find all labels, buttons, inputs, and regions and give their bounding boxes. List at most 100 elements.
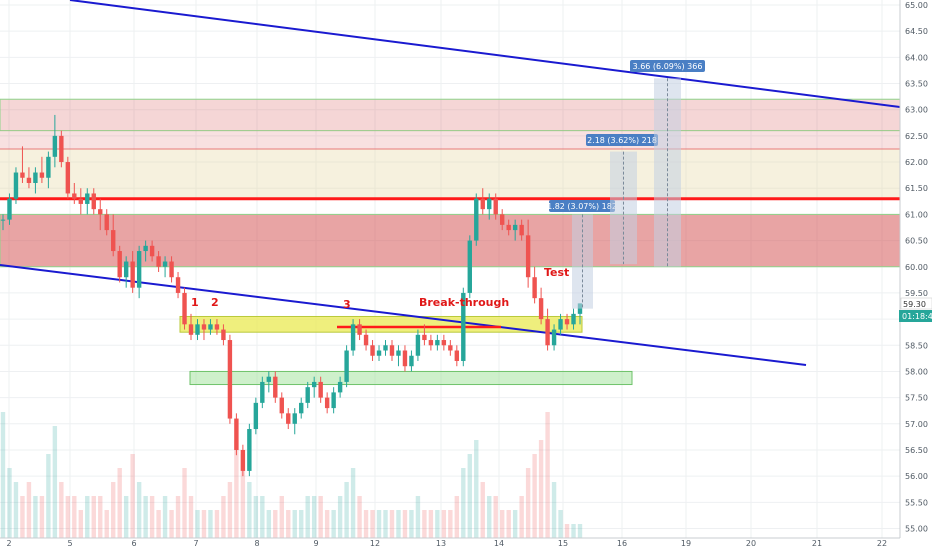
y-tick-label: 61.50	[905, 184, 928, 193]
candle-body	[72, 193, 77, 199]
volume-bar	[156, 510, 161, 538]
candle-body	[26, 177, 32, 183]
x-tick-label: 21	[812, 539, 822, 548]
y-tick-label: 64.00	[905, 53, 928, 62]
volume-bar	[98, 496, 103, 538]
x-tick-label: 8	[254, 539, 259, 548]
volume-bar	[389, 510, 395, 538]
measure-label-box	[586, 134, 658, 146]
candle-body	[376, 350, 382, 356]
volume-bar	[91, 496, 96, 538]
candle-body	[519, 224, 524, 236]
candle-body	[85, 193, 90, 204]
trendline-upper	[69, 0, 901, 108]
y-tick-label: 59.50	[905, 289, 928, 298]
volume-bar	[52, 426, 58, 538]
candle-body	[441, 340, 447, 346]
candle-body	[415, 334, 421, 356]
candle-body	[344, 350, 349, 382]
volume-bar	[65, 496, 71, 538]
volume-bar	[551, 482, 557, 538]
volume-bar	[143, 496, 148, 538]
candle-body	[525, 235, 531, 278]
y-tick-label: 55.00	[905, 525, 928, 534]
x-tick-label: 9	[313, 539, 318, 548]
candle-body	[286, 413, 291, 424]
volume-bar	[13, 482, 19, 538]
price-labels: 59.30 01:18:42	[899, 297, 932, 322]
candle-body	[337, 381, 343, 393]
volume-bar	[396, 510, 401, 538]
candle-body	[214, 324, 220, 330]
candle-body	[227, 340, 233, 419]
candle-body	[480, 198, 485, 210]
volume-bar	[208, 510, 213, 538]
candles	[0, 114, 583, 477]
zone-yellow	[179, 315, 583, 333]
candle-body	[383, 345, 388, 351]
volume-bar	[0, 412, 6, 538]
last-price: 59.30	[903, 300, 926, 309]
candle-body	[506, 224, 511, 231]
y-tick-label: 56.50	[905, 446, 928, 455]
x-tick-label: 15	[558, 539, 568, 548]
volume-bar	[33, 496, 38, 538]
volume-bar	[376, 510, 382, 538]
volume-bar	[305, 496, 310, 538]
zone-red	[0, 213, 901, 268]
candle-body	[20, 172, 25, 178]
candle-body	[370, 345, 375, 356]
volume-bar	[383, 510, 388, 538]
candle-body	[52, 135, 58, 157]
volume-bar	[130, 454, 135, 538]
candle-body	[247, 429, 252, 471]
x-tick-label: 19	[681, 539, 691, 548]
candle-body	[461, 292, 466, 361]
candle-body	[305, 387, 310, 403]
grid	[0, 0, 900, 538]
volume-bar	[428, 510, 434, 538]
candle-body	[169, 261, 174, 278]
volume-bar	[370, 510, 375, 538]
x-tick-label: 20	[746, 539, 756, 548]
candle-body	[292, 413, 297, 424]
volume-bar	[149, 496, 155, 538]
volume-bar	[188, 496, 194, 538]
volume-bar	[435, 510, 440, 538]
candle-body	[266, 376, 272, 382]
candle-body	[143, 245, 148, 252]
volume-bar	[318, 496, 323, 538]
candle-body	[435, 340, 440, 346]
candle-body	[253, 402, 259, 430]
volume-bar	[111, 482, 116, 538]
volume-bar	[441, 510, 447, 538]
volume-bar	[39, 496, 45, 538]
x-tick-label: 12	[370, 539, 380, 548]
x-tick-label: 5	[67, 539, 72, 548]
candle-body	[162, 261, 168, 267]
y-tick-label: 56.00	[905, 472, 928, 481]
candle-body	[558, 319, 563, 330]
measure-label: 1.82 (3.07%) 182	[547, 202, 617, 211]
zones	[0, 98, 901, 386]
volume-bar	[123, 496, 129, 538]
candle-body	[13, 172, 19, 199]
candle-body	[389, 345, 395, 356]
y-tick-label: 55.50	[905, 498, 928, 507]
volume-bar	[357, 496, 362, 538]
volume-bar	[201, 510, 207, 538]
y-tick-label: 58.50	[905, 341, 928, 350]
volume-bar	[292, 510, 297, 538]
zone-upper-red	[0, 98, 901, 132]
candle-body	[104, 214, 109, 231]
volume-bar	[467, 454, 472, 538]
candle-body	[545, 319, 550, 346]
volume-bar	[117, 468, 122, 538]
volume-bar	[234, 440, 239, 538]
zone-upper-band	[0, 130, 900, 149]
candle-body	[493, 198, 498, 215]
candle-body	[363, 334, 369, 346]
candle-body	[7, 198, 12, 220]
volume-bar	[448, 510, 453, 538]
